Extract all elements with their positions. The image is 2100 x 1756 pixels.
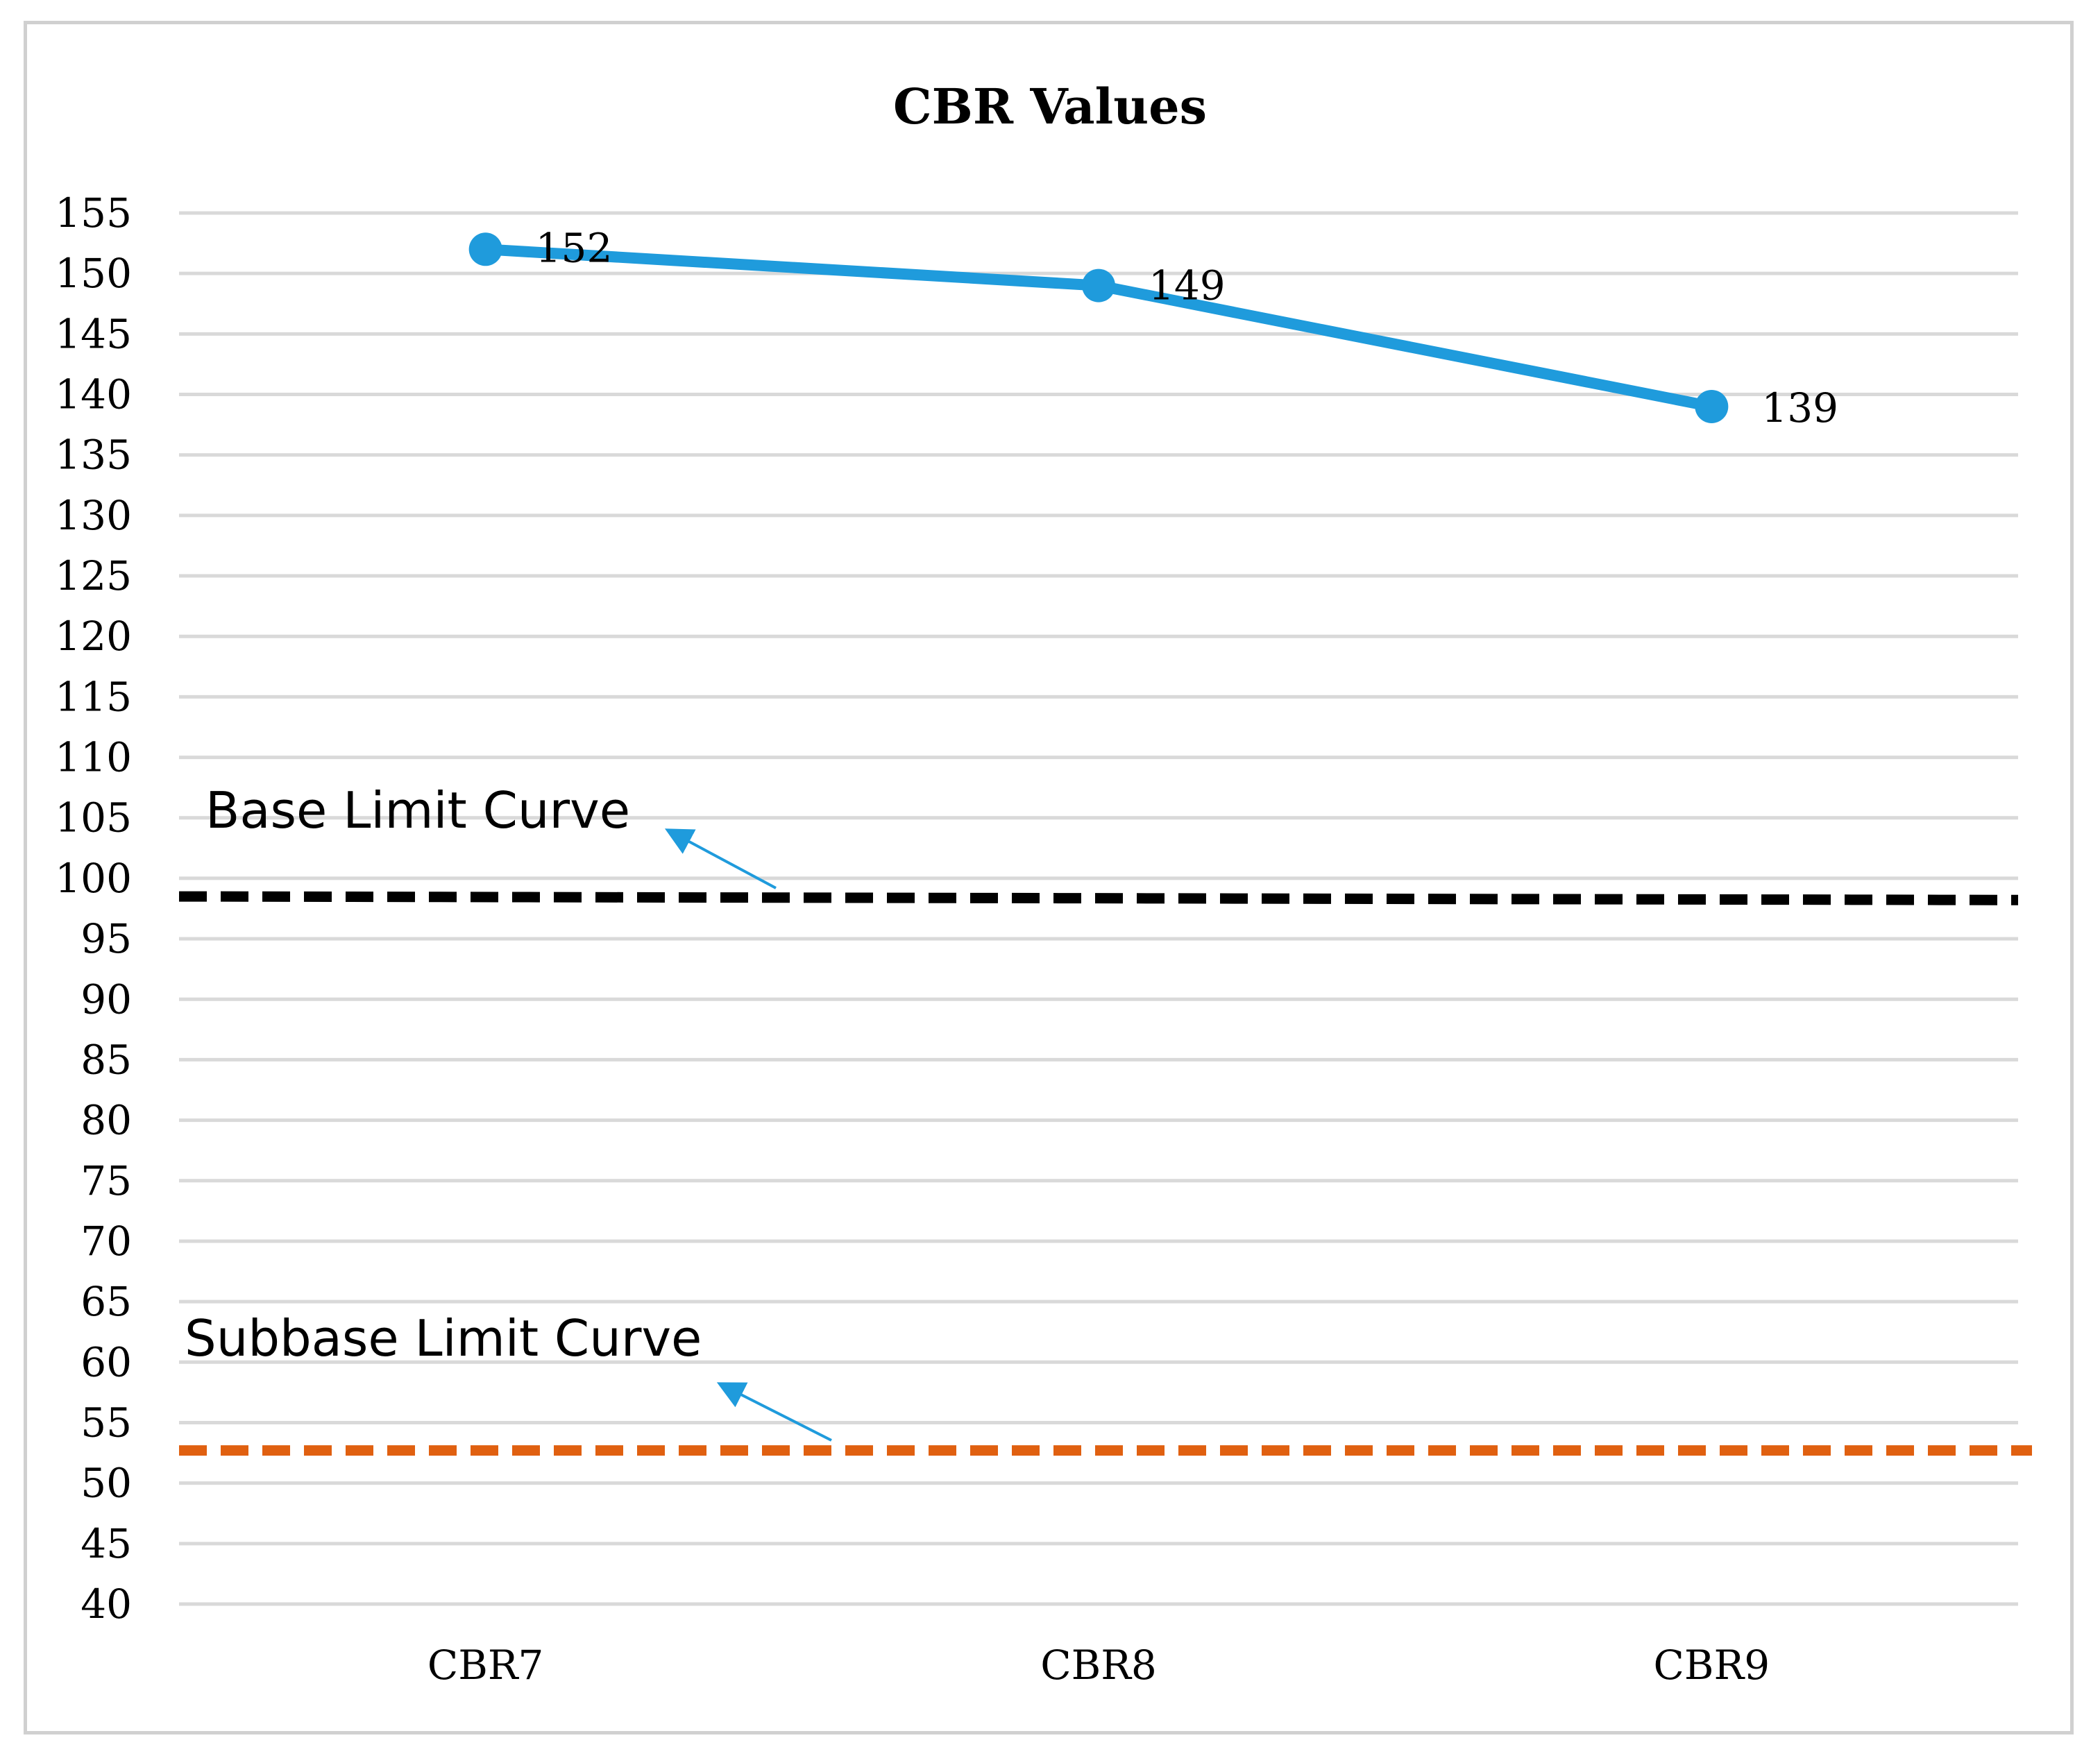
x-tick-label: CBR8 (1040, 1642, 1157, 1689)
x-tick-label: CBR9 (1654, 1642, 1770, 1689)
x-tick-label: CBR7 (427, 1642, 544, 1689)
y-tick-label: 110 (55, 734, 132, 781)
y-tick-label: 80 (81, 1097, 132, 1144)
x-axis-ticks: CBR7 CBR8 CBR9 (427, 1642, 1770, 1689)
y-tick-label: 100 (55, 855, 132, 902)
y-tick-label: 120 (55, 613, 132, 660)
y-tick-label: 40 (81, 1580, 132, 1628)
y-tick-label: 150 (55, 250, 132, 297)
y-tick-label: 155 (55, 189, 132, 237)
reference-lines (178, 891, 2032, 1456)
chart-title: CBR Values (893, 78, 1207, 135)
y-tick-label: 55 (81, 1399, 132, 1446)
y-tick-label: 105 (55, 794, 132, 842)
data-point (1695, 389, 1729, 423)
annotation-label: Base Limit Curve (205, 781, 630, 839)
y-tick-label: 75 (81, 1157, 132, 1204)
y-axis-ticks: 40 45 50 55 60 65 70 75 80 85 90 95 100 105 110 115 120 1… (55, 189, 132, 1628)
data-label: 149 (1149, 262, 1226, 309)
y-tick-label: 65 (81, 1278, 132, 1325)
annotations: Base Limit Curve Subbase Limit Curve (185, 781, 832, 1442)
y-tick-label: 130 (55, 492, 132, 539)
y-tick-label: 145 (55, 310, 132, 357)
y-tick-label: 95 (81, 915, 132, 962)
y-tick-label: 140 (55, 371, 132, 418)
series (468, 232, 1729, 423)
y-tick-label: 90 (81, 975, 132, 1023)
y-tick-label: 115 (55, 673, 132, 720)
y-tick-label: 45 (81, 1520, 132, 1567)
reference-line (178, 891, 2019, 905)
gridlines (179, 211, 2018, 1606)
y-tick-label: 60 (81, 1338, 132, 1386)
annotation-arrow (716, 1382, 832, 1442)
data-point (1082, 268, 1115, 302)
annotation-arrow (664, 828, 777, 889)
y-tick-label: 135 (55, 432, 132, 479)
y-tick-label: 85 (81, 1036, 132, 1083)
data-label: 139 (1761, 384, 1838, 432)
annotation-label: Subbase Limit Curve (185, 1309, 702, 1367)
data-point (468, 232, 502, 266)
data-labels: 152 149 139 (536, 224, 1838, 432)
data-label: 152 (536, 224, 613, 271)
y-tick-label: 70 (81, 1218, 132, 1265)
y-tick-label: 50 (81, 1460, 132, 1507)
y-tick-label: 125 (55, 552, 132, 599)
